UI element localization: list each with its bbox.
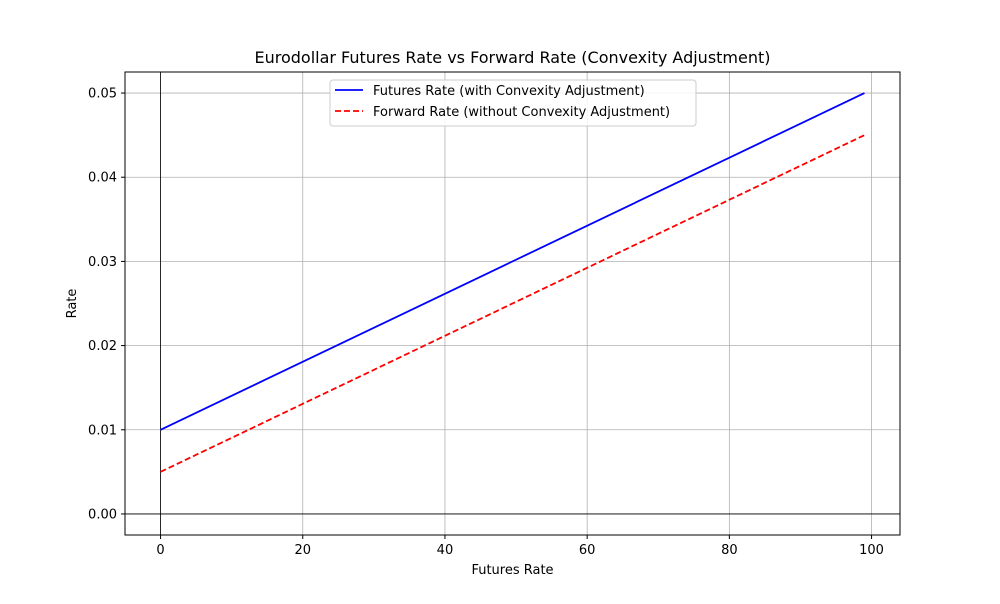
legend: Futures Rate (with Convexity Adjustment)… [329, 79, 697, 127]
legend-entry-label: Forward Rate (without Convexity Adjustme… [373, 105, 670, 120]
x-tick-label: 0 [156, 543, 164, 558]
x-tick-label: 40 [437, 543, 454, 558]
reference-lines [125, 72, 900, 535]
y-tick-label: 0.01 [88, 423, 117, 438]
y-tick-label: 0.03 [88, 255, 117, 270]
series-line-forward-rate [160, 134, 865, 473]
chart-title: Eurodollar Futures Rate vs Forward Rate … [254, 48, 770, 67]
x-tick-label: 20 [294, 543, 311, 558]
y-tick-label: 0.00 [88, 507, 117, 522]
x-tick-label: 80 [721, 543, 738, 558]
x-tick-label: 60 [579, 543, 596, 558]
y-tick-label: 0.05 [88, 87, 117, 102]
plot-frame [124, 71, 901, 536]
series-line-futures-rate [160, 92, 865, 431]
legend-box [329, 79, 697, 127]
x-axis-label: Futures Rate [471, 563, 553, 578]
y-axis-label: Rate [65, 289, 80, 319]
x-axis-ticks: 0 20 40 60 80 100 [156, 535, 884, 558]
y-tick-label: 0.04 [88, 171, 117, 186]
series-lines [160, 92, 865, 473]
y-axis-ticks: 0.00 0.01 0.02 0.03 0.04 0.05 [88, 87, 125, 522]
x-tick-label: 100 [859, 543, 884, 558]
y-tick-label: 0.02 [88, 339, 117, 354]
legend-entry-label: Futures Rate (with Convexity Adjustment) [373, 84, 645, 99]
